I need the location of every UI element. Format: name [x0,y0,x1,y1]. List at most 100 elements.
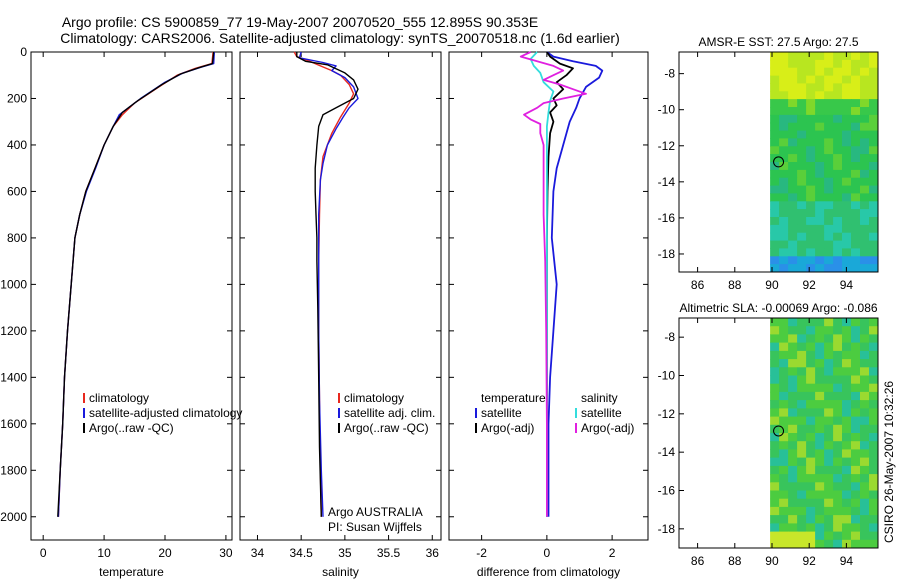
heatmap-cell [770,416,780,426]
heatmap-cell [860,75,870,84]
heatmap-cell [779,515,789,524]
heatmap-cell [797,490,807,500]
heatmap-cell [851,318,861,327]
heatmap-cell [815,391,825,401]
heatmap-cell [824,83,834,92]
x-tick-label: 0 [544,546,551,560]
heatmap-cell [842,107,852,116]
heatmap-cell [797,138,807,147]
heatmap-cell [770,99,780,108]
heatmap-cell [842,177,852,187]
heatmap-cell [833,326,843,335]
heatmap-cell [797,209,807,218]
heatmap-cell [797,83,807,92]
heatmap-cell [788,217,798,226]
heatmap-cell [806,232,816,242]
heatmap-cell [815,91,825,100]
heatmap-cell [806,91,816,100]
heatmap-cell [869,256,879,265]
heatmap-cell [833,342,843,352]
heatmap-cell [869,449,879,459]
heatmap-cell [824,130,834,139]
heatmap-cell [788,400,798,409]
heatmap-cell [842,114,852,124]
heatmap-cell [824,367,834,376]
y-tick-label: -10 [658,103,676,117]
heatmap-cell [824,248,834,257]
heatmap-cell [833,154,843,163]
heatmap-cell [860,441,870,450]
heatmap-cell [788,326,798,335]
heatmap-cell [824,185,834,194]
heatmap-cell [797,162,807,171]
heatmap-cell [833,318,843,327]
heatmap-cell [869,465,879,475]
heatmap-cell [779,457,789,467]
x-tick-label: 35.5 [377,546,401,560]
heatmap-cell [851,52,861,61]
heatmap-cell [806,154,816,163]
heatmap-cell [815,457,825,467]
y-tick-label: -12 [658,139,676,153]
heatmap-cell [833,482,843,491]
heatmap-cell [869,99,879,108]
heatmap-cell [869,441,879,450]
legend-label: Argo(-adj) [481,421,534,435]
heatmap-cell [788,75,798,84]
heatmap-cell [797,531,807,541]
heatmap-cell [770,52,780,61]
heatmap-cell [806,482,816,491]
heatmap-cell [788,506,798,516]
heatmap-cell [806,224,816,234]
heatmap-cell [788,138,798,147]
heatmap-cell [824,539,834,549]
y-tick-label: 1400 [0,370,27,384]
heatmap-cell [833,59,843,69]
heatmap-cell [770,256,780,265]
heatmap-cell [833,490,843,500]
heatmap-cell [770,490,780,500]
heatmap-cell [833,383,843,393]
heatmap-cell [806,264,816,273]
heatmap-cell [842,224,852,234]
heatmap-cell [851,122,861,132]
heatmap-cell [851,209,861,218]
heatmap-cell [851,359,861,368]
heatmap-cell [770,408,780,418]
heatmap-cell [770,383,780,393]
heatmap-cell [833,350,843,360]
y-tick-label: -14 [658,445,676,459]
heatmap-cell [806,185,816,194]
heatmap-cell [860,107,870,116]
heatmap-cell [833,201,843,210]
heatmap-cell [842,185,852,194]
heatmap-cell [779,185,789,194]
heatmap-cell [779,539,789,549]
heatmap-cell [770,122,780,132]
heatmap-cell [842,169,852,179]
heatmap-cell [842,138,852,147]
heatmap-cell [770,169,780,179]
series-line-1-0 [293,51,355,517]
heatmap-cell [824,391,834,401]
heatmap-cell [779,408,789,418]
y-tick-label: -8 [664,330,675,344]
heatmap-cell [824,162,834,171]
heatmap-cell [851,154,861,163]
heatmap-cell [860,99,870,108]
heatmap-cell [815,326,825,335]
heatmap-cell [815,209,825,218]
heatmap-cell [815,138,825,147]
heatmap-cell [815,169,825,179]
heatmap-cell [842,130,852,139]
heatmap-cell [869,67,879,77]
heatmap-cell [833,209,843,218]
heatmap-cell [770,67,780,77]
heatmap-cell [824,457,834,467]
heatmap-cell [797,506,807,516]
heatmap-cell [770,441,780,450]
heatmap-cell [824,107,834,116]
heatmap-cell [797,169,807,179]
heatmap-cell [815,449,825,459]
